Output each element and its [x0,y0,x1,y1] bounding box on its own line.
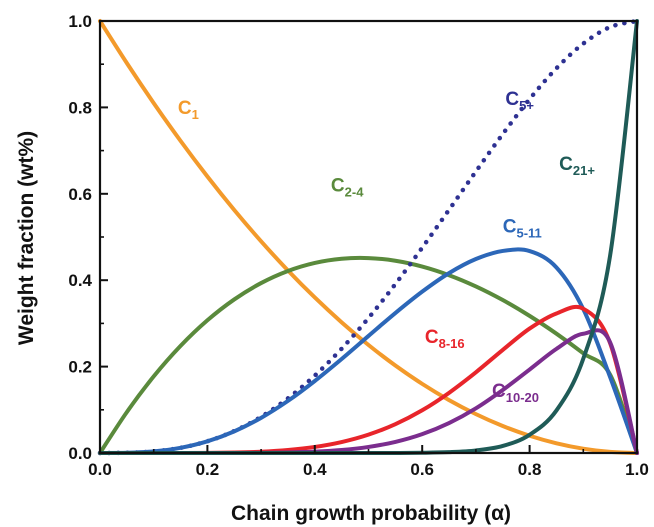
series-label-main: C [559,154,573,175]
plot-frame [98,19,639,455]
series-label-subscript: 8-16 [439,336,465,351]
x-tick-label: 0.4 [303,460,327,479]
x-axis-title: Chain growth probability (α) [231,502,511,525]
x-tick-label: 0.2 [196,460,220,479]
series-label-c5-11: C5-11 [503,217,542,241]
y-tick-label: 1.0 [68,12,92,31]
series-layer [97,18,640,456]
series-line-c5-11 [98,247,639,455]
series-line-c5- [97,18,640,456]
series-label-main: C [331,176,345,197]
series-label-c2-4: C2-4 [331,176,364,200]
series-label-c10-20: C10-20 [492,381,539,405]
series-label-c5-: C5+ [505,89,534,113]
series-label-c8-16: C8-16 [425,327,465,351]
ticks-layer: 0.0 0.2 0.4 0.6 0.8 1.0 0.0 0.2 0.4 0.6 0.8 1.0 [68,12,648,479]
y-tick-label: 0.0 [68,444,92,463]
y-tick-label: 0.8 [68,98,92,117]
series-label-main: C [178,98,192,119]
y-axis-title: Weight fraction (wt%) [15,131,38,345]
series-label-c1: C1 [178,98,199,122]
series-line-c21- [98,19,639,455]
series-label-main: C [425,327,439,348]
series-label-main: C [492,381,506,402]
x-tick-label: 0.6 [410,460,434,479]
y-tick-label: 0.2 [68,358,92,377]
x-tick-label: 1.0 [625,460,649,479]
y-tick-label: 0.6 [68,185,92,204]
series-label-main: C [503,217,517,238]
series-label-subscript: 2-4 [345,185,365,200]
series-label-subscript: 5+ [519,98,534,113]
series-line-c2-4 [98,255,639,455]
series-label-subscript: 5-11 [516,226,541,241]
x-tick-label: 0.8 [518,460,542,479]
series-line-c8-16 [98,304,639,455]
series-line-c1 [98,19,639,455]
x-tick-label: 0.0 [88,460,112,479]
series-label-subscript: 1 [192,107,199,122]
y-tick-label: 0.4 [68,271,92,290]
series-label-subscript: 21+ [573,163,595,178]
series-label-main: C [505,89,519,110]
series-label-c21-: C21+ [559,154,595,178]
axes-layer [98,19,639,455]
series-label-subscript: 10-20 [506,390,539,405]
